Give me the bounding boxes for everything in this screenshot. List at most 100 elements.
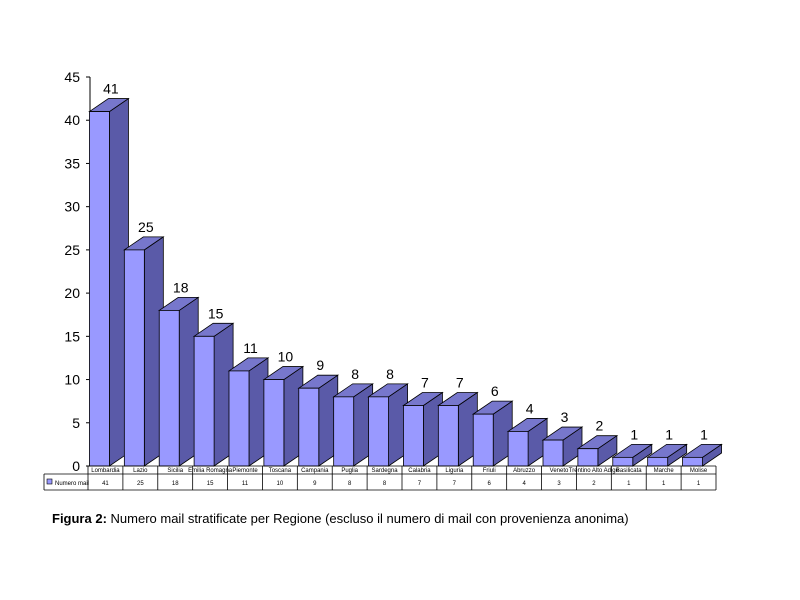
table-value: 7 bbox=[418, 481, 422, 487]
x-category-label: Lombardia bbox=[91, 468, 120, 474]
bar-front bbox=[123, 249, 145, 467]
table-value: 1 bbox=[697, 481, 701, 487]
data-label: 8 bbox=[351, 366, 359, 382]
bar-front bbox=[89, 111, 110, 467]
table-value: 11 bbox=[242, 481, 249, 487]
bars bbox=[88, 97, 723, 467]
legend-series-name: Numero mail bbox=[55, 481, 89, 487]
y-tick-label: 35 bbox=[64, 155, 80, 171]
bar-front bbox=[298, 387, 320, 467]
y-tick-label: 40 bbox=[64, 112, 80, 128]
table-value: 1 bbox=[627, 481, 631, 487]
x-category-label: Campania bbox=[301, 468, 329, 474]
x-category-label: Basilicata bbox=[616, 468, 642, 474]
data-label: 11 bbox=[243, 340, 258, 356]
bar-front bbox=[263, 379, 285, 467]
x-category-label: Friuli bbox=[483, 468, 496, 474]
bar-front bbox=[228, 370, 250, 467]
bar bbox=[262, 365, 305, 467]
table-value: 25 bbox=[137, 481, 144, 487]
table-value: 7 bbox=[453, 481, 457, 487]
bar-front bbox=[577, 448, 599, 467]
table-value: 4 bbox=[522, 481, 526, 487]
data-label: 4 bbox=[526, 400, 534, 416]
bar bbox=[576, 434, 619, 467]
y-tick-label: 5 bbox=[72, 415, 80, 431]
data-label: 1 bbox=[665, 426, 673, 442]
bar-front bbox=[403, 405, 424, 467]
x-category-label: Liguria bbox=[445, 468, 464, 474]
table-value: 3 bbox=[557, 481, 561, 487]
x-category-label: Veneto bbox=[550, 468, 569, 474]
bar bbox=[541, 426, 584, 467]
bar bbox=[192, 322, 235, 467]
y-tick-label: 0 bbox=[72, 458, 80, 474]
y-tick-label: 25 bbox=[64, 242, 80, 258]
y-tick-label: 20 bbox=[64, 285, 80, 301]
x-category-label: Puglia bbox=[341, 468, 358, 474]
bar bbox=[681, 443, 723, 467]
bar bbox=[611, 443, 654, 467]
data-label: 2 bbox=[595, 418, 603, 434]
x-category-label: Emilia Romagna bbox=[188, 468, 233, 474]
table-value: 1 bbox=[662, 481, 666, 487]
table-value: 8 bbox=[348, 481, 352, 487]
y-axis: 0 5 10 15 20 25 30 35 40 45 bbox=[64, 69, 91, 474]
bar bbox=[332, 383, 374, 467]
data-label: 25 bbox=[138, 219, 154, 235]
x-category-label: Toscana bbox=[269, 468, 292, 474]
x-category-label: Piemonte bbox=[232, 468, 258, 474]
data-label: 8 bbox=[386, 366, 394, 382]
bar bbox=[367, 383, 409, 467]
bar-front bbox=[542, 439, 564, 467]
bar bbox=[123, 236, 165, 467]
figure-caption: Figura 2: Numero mail stratificate per R… bbox=[52, 511, 629, 526]
x-category-label: Sardegna bbox=[372, 468, 399, 474]
y-tick-label: 10 bbox=[64, 372, 80, 388]
caption-prefix: Figura 2: bbox=[52, 511, 107, 526]
data-label: 3 bbox=[561, 409, 569, 425]
x-category-label: Abruzzo bbox=[513, 468, 536, 474]
x-category-label: Lazio bbox=[133, 468, 148, 474]
bar-front bbox=[193, 335, 215, 467]
bar bbox=[471, 400, 514, 467]
bar bbox=[437, 391, 479, 467]
table-value: 2 bbox=[592, 481, 596, 487]
bar-front bbox=[507, 431, 529, 467]
table-value: 18 bbox=[172, 481, 179, 487]
y-tick-label: 45 bbox=[64, 69, 80, 85]
bar-front bbox=[333, 396, 355, 467]
data-label: 6 bbox=[491, 383, 499, 399]
bar-front bbox=[612, 456, 634, 467]
table-value: 9 bbox=[313, 481, 317, 487]
x-category-label: Calabria bbox=[408, 468, 431, 474]
x-category-label: Trentino Alto Adige bbox=[569, 468, 620, 474]
bar bbox=[297, 374, 340, 467]
bar-front bbox=[647, 456, 669, 467]
bar-front bbox=[158, 309, 180, 467]
data-table: Numero mailLombardia41Lazio25Sicilia18Em… bbox=[43, 465, 717, 491]
table-value: 15 bbox=[207, 481, 214, 487]
data-label: 41 bbox=[103, 81, 119, 97]
bar bbox=[646, 443, 688, 467]
bar bbox=[88, 97, 130, 467]
data-label: 15 bbox=[208, 305, 224, 321]
x-category-label: Molise bbox=[690, 468, 708, 474]
x-category-label: Marche bbox=[654, 468, 675, 474]
bar bbox=[402, 391, 444, 467]
table-value: 41 bbox=[102, 481, 109, 487]
bar bbox=[227, 357, 270, 467]
y-tick-label: 30 bbox=[64, 199, 80, 215]
data-label: 18 bbox=[173, 279, 189, 295]
caption-text: Numero mail stratificate per Regione (es… bbox=[106, 511, 629, 526]
legend-key bbox=[46, 478, 53, 485]
y-tick-label: 15 bbox=[64, 328, 80, 344]
bar-front bbox=[368, 396, 389, 467]
bar bbox=[157, 296, 200, 467]
table-value: 8 bbox=[383, 481, 387, 487]
x-category-label: Sicilia bbox=[167, 468, 183, 474]
data-label: 10 bbox=[278, 349, 294, 365]
data-label: 1 bbox=[630, 426, 638, 442]
